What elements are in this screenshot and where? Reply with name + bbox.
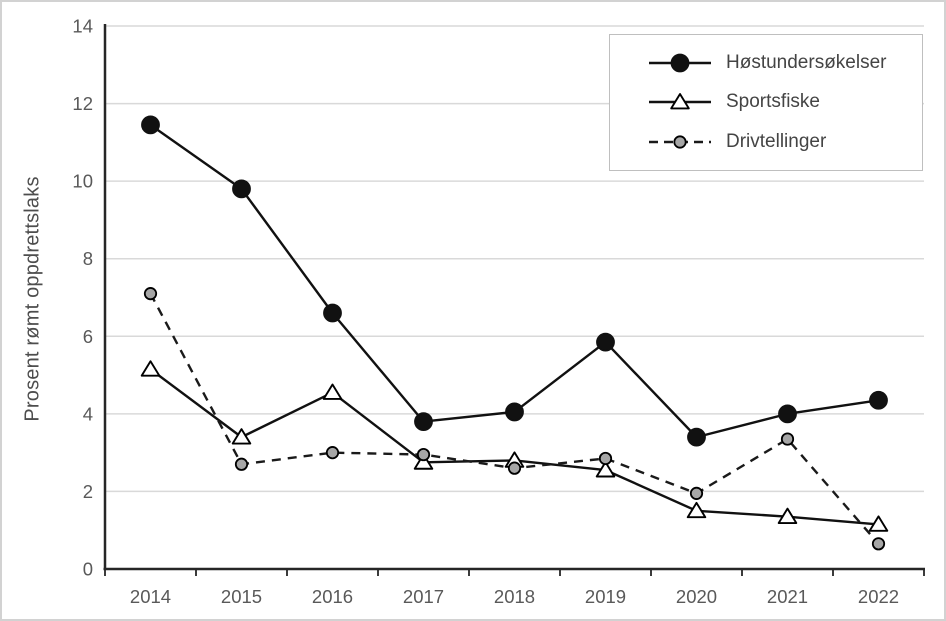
- data-point-triangle: [322, 383, 343, 400]
- legend-item-sportsfiske: Sportsfiske: [648, 90, 914, 114]
- y-tick-labels: 0 2 4 6 8 10 12 14: [72, 16, 93, 580]
- x-tick-label: 2021: [767, 586, 808, 607]
- x-tick-label: 2018: [494, 586, 535, 607]
- legend: Høstundersøkelser Sportsfiske Drivtellin…: [609, 34, 923, 171]
- x-tick-label: 2014: [130, 586, 171, 607]
- y-tick-label: 2: [83, 481, 93, 502]
- y-tick-label: 12: [72, 93, 93, 114]
- x-tick-label: 2022: [858, 586, 899, 607]
- x-tick-label: 2017: [403, 586, 444, 607]
- data-point-circle: [414, 412, 433, 432]
- data-point-circle: [869, 390, 888, 410]
- data-point-triangle: [231, 428, 252, 445]
- y-tick-label: 6: [83, 326, 93, 347]
- data-point-circle: [670, 53, 690, 73]
- y-tick-label: 14: [72, 16, 93, 37]
- series-2: [143, 287, 886, 551]
- series-line: [149, 123, 879, 439]
- x-tick-labels: 2014 2015 2016 2017 2018 2019 2020 2021 2022: [130, 586, 899, 607]
- data-point-circle: [325, 446, 340, 460]
- data-point-circle: [673, 135, 687, 149]
- y-tick-label: 10: [72, 171, 93, 192]
- legend-label: Sportsfiske: [726, 91, 820, 113]
- y-axis-title: Prosent rømt oppdrettslaks: [21, 176, 44, 422]
- legend-label: Høstundersøkelser: [726, 51, 887, 73]
- data-point-triangle: [670, 93, 690, 110]
- series-0: [141, 115, 888, 447]
- x-tick-label: 2019: [585, 586, 626, 607]
- legend-item-drivtellinger: Drivtellinger: [648, 130, 914, 154]
- data-point-circle: [232, 179, 251, 199]
- data-point-circle: [323, 303, 342, 323]
- axes: [103, 24, 925, 576]
- legend-marker-gray-circle-icon: [649, 135, 711, 149]
- data-point-circle: [234, 457, 249, 471]
- data-point-circle: [141, 115, 160, 135]
- legend-marker-filled-circle-icon: [649, 53, 711, 73]
- series-1: [140, 360, 889, 532]
- data-point-circle: [778, 404, 797, 424]
- x-tick-label: 2015: [221, 586, 262, 607]
- data-point-circle: [687, 427, 706, 447]
- data-point-circle: [505, 402, 524, 422]
- y-tick-label: 0: [83, 559, 93, 580]
- data-point-circle: [143, 287, 158, 301]
- data-point-triangle: [686, 501, 707, 519]
- y-tick-label: 4: [83, 403, 93, 424]
- data-point-triangle: [140, 360, 161, 377]
- y-tick-label: 8: [83, 248, 93, 269]
- data-point-circle: [416, 447, 431, 462]
- data-point-circle: [780, 432, 795, 446]
- legend-marker-open-triangle-icon: [649, 93, 711, 110]
- x-tick-label: 2020: [676, 586, 717, 607]
- data-point-triangle: [413, 453, 434, 470]
- data-point-circle: [871, 537, 886, 551]
- legend-label: Drivtellinger: [726, 131, 827, 153]
- x-tick-label: 2016: [312, 586, 353, 607]
- data-point-circle: [596, 332, 615, 352]
- legend-item-hostundersokelser: Høstundersøkelser: [648, 51, 914, 75]
- data-point-triangle: [595, 461, 616, 478]
- data-point-circle: [598, 451, 613, 466]
- data-point-triangle: [777, 507, 798, 524]
- data-point-circle: [689, 486, 704, 500]
- data-point-circle: [507, 461, 522, 475]
- data-point-triangle: [868, 515, 889, 532]
- series-line: [149, 368, 879, 526]
